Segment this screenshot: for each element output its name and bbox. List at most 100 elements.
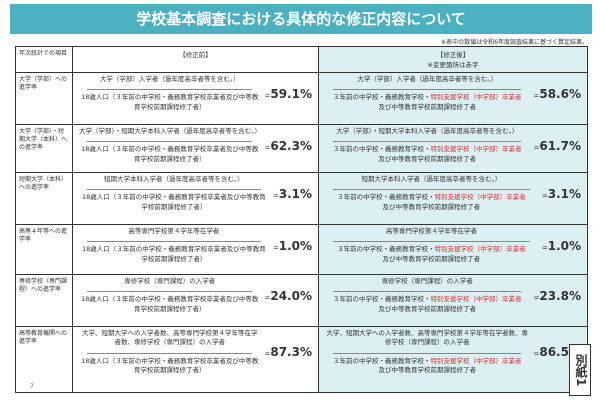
- header-item: 年次統計での項目: [15, 46, 73, 73]
- denominator: ３年前の中学校・義務教育学校・特別支援学校（中学部）卒業者 及び中等教育学校前期課…: [325, 193, 538, 212]
- equals: =: [264, 143, 271, 152]
- before-cell: 短期大学本科入学者（過年度高卒者等を含む。） 18歳人口（３年前の中学校・義務教育…: [72, 172, 319, 225]
- before-value: =1.0%: [269, 239, 312, 253]
- note: ※表中の数値は令和6年度調査結果に基づく算定結果。: [441, 39, 588, 46]
- denominator: ３年前の中学校・義務教育学校・特別支援学校（中学部）卒業者 及び中等教育学校前期課…: [325, 357, 529, 376]
- numerator: 大学、短期大学への入学者数、高等専門学校第４学年等在学者数、専修学校（専門課程）…: [326, 329, 528, 347]
- denominator-part: ３年前の中学校・義務教育学校・: [337, 193, 435, 202]
- numerator: 短期大学本科入学者（過年度高卒者等を含む。）: [361, 175, 502, 183]
- equals: =: [541, 191, 548, 200]
- after-fraction: 大学（学部）入学者（過年度高卒者等を含む。） ３年前の中学校・義務教育学校・特別支…: [325, 75, 529, 112]
- before-cell: 大学（学部）・短期大学本科入学者（過年度高卒者等を含む。） 18歳人口（３年前の中…: [72, 124, 319, 173]
- changed-text: 特別支援学校（中学部）卒業者: [434, 245, 526, 254]
- fraction-bar: [333, 141, 522, 143]
- after-value: =1.0%: [538, 239, 581, 253]
- before-fraction: 専修学校（専門課程）の入学者 18歳人口（３年前の中学校・義務教育学校卒業者及び中…: [79, 277, 260, 314]
- before-fraction: 大学、短期大学への入学者数、高等専門学校第４学年等在学者数、専修学校（専門課程）…: [79, 329, 260, 376]
- denominator: 18歳人口（３年前の中学校・義務教育学校卒業者及び中等教育学校前期課程修了者）: [81, 295, 259, 313]
- table-row: 高専４年等への進学率 高等専門学校第４学年等在学者 18歳人口（３年前の中学校・義…: [15, 224, 588, 275]
- table-row: 専修学校（専門課程）への進学率 専修学校（専門課程）の入学者 18歳人口（３年前の…: [15, 274, 588, 327]
- denominator: 18歳人口（３年前の中学校・義務教育学校卒業者及び中等教育学校前期課程修了者）: [81, 356, 259, 375]
- row-label: 短期大学（本科）への進学率: [15, 172, 73, 225]
- comparison-table: 年次統計での項目 【修正前】 【修正後】 ※変更箇所は赤字 大学（学部）への進学率…: [15, 46, 588, 393]
- attachment-label: 別紙1: [569, 344, 591, 396]
- changed-text: 特別支援学校（中学部）卒業者: [430, 93, 522, 102]
- value: 62.3%: [270, 138, 312, 153]
- after-value: =58.6%: [529, 87, 581, 101]
- denominator-part: 及び中等教育学校前期課程修了者: [382, 202, 481, 211]
- after-fraction: 高等専門学校第４学年等在学者 ３年前の中学校・義務教育学校・特別支援学校（中学部）…: [325, 227, 538, 264]
- fraction-bar: [333, 291, 522, 293]
- equals: =: [533, 91, 540, 100]
- header-before: 【修正前】: [72, 46, 319, 73]
- after-value: =61.7%: [529, 139, 581, 153]
- denominator-part: 及び中等教育学校前期課程修了者: [378, 154, 476, 163]
- equals: =: [272, 243, 279, 252]
- fraction-bar: [87, 89, 253, 91]
- value: 58.6%: [539, 86, 581, 101]
- equals: =: [533, 143, 540, 152]
- after-value: =23.8%: [529, 289, 581, 303]
- page-title: 学校基本調査における具体的な修正内容について: [10, 4, 592, 34]
- before-fraction: 大学（学部）入学者（過年度高卒者等を含む。） 18歳人口（３年前の中学校・義務教育…: [79, 75, 260, 112]
- denominator: ３年前の中学校・義務教育学校・特別支援学校（中学部）卒業者 及び中等教育学校前期課…: [325, 245, 538, 264]
- equals: =: [533, 293, 540, 302]
- denominator: ３年前の中学校・義務教育学校・特別支援学校（中学部）卒業者 及び中等教育学校前期課…: [325, 93, 529, 112]
- numerator: 大学（学部）・短期大学本科入学者（過年度高卒者等を含む。）: [336, 127, 519, 135]
- after-cell: 短期大学本科入学者（過年度高卒者等を含む。） ３年前の中学校・義務教育学校・特別支…: [318, 172, 588, 225]
- after-cell: 大学、短期大学への入学者数、高等専門学校第４学年等在学者数、専修学校（専門課程）…: [318, 326, 588, 393]
- numerator: 専修学校（専門課程）の入学者: [381, 277, 473, 285]
- denominator-part: ３年前の中学校・義務教育学校・: [332, 145, 431, 154]
- value: 1.0%: [278, 238, 312, 253]
- before-fraction: 高等専門学校第４学年等在学者 18歳人口（３年前の中学校・義務教育学校卒業者及び中…: [79, 227, 269, 264]
- numerator: 大学（学部）入学者（過年度高卒者等を含む。）: [99, 75, 240, 83]
- before-value: =87.3%: [260, 345, 312, 359]
- denominator-part: 及び中等教育学校前期課程修了者: [382, 254, 481, 263]
- equals: =: [541, 243, 548, 252]
- after-fraction: 専修学校（専門課程）の入学者 ３年前の中学校・義務教育学校・特別支援学校（中学部）…: [325, 277, 529, 314]
- fraction-bar: [87, 241, 261, 243]
- denominator-part: ３年前の中学校・義務教育学校・: [332, 295, 431, 304]
- equals: =: [264, 91, 271, 100]
- row-label: 専修学校（専門課程）への進学率: [15, 274, 73, 327]
- after-cell: 専修学校（専門課程）の入学者 ３年前の中学校・義務教育学校・特別支援学校（中学部）…: [318, 274, 588, 327]
- value: 59.1%: [270, 86, 312, 101]
- changed-text: 特別支援学校（中学部）卒業者: [434, 193, 526, 202]
- after-fraction: 大学（学部）・短期大学本科入学者（過年度高卒者等を含む。） ３年前の中学校・義務教…: [325, 127, 529, 164]
- fraction-bar: [87, 352, 253, 354]
- after-cell: 高等専門学校第４学年等在学者 ３年前の中学校・義務教育学校・特別支援学校（中学部）…: [318, 224, 588, 275]
- denominator-part: 及び中等教育学校前期課程修了者: [378, 304, 476, 313]
- fraction-bar: [333, 241, 530, 243]
- denominator: 18歳人口（３年前の中学校・義務教育学校卒業者及び中等教育学校前期課程修了者）: [81, 145, 259, 163]
- after-fraction: 短期大学本科入学者（過年度高卒者等を含む。） ３年前の中学校・義務教育学校・特別支…: [325, 175, 538, 212]
- denominator: 18歳人口（３年前の中学校・義務教育学校卒業者及び中等教育学校前期課程修了者）: [82, 193, 266, 211]
- denominator-part: ３年前の中学校・義務教育学校・: [337, 245, 435, 254]
- value: 61.7%: [539, 138, 581, 153]
- before-value: =3.1%: [269, 187, 312, 201]
- before-cell: 専修学校（専門課程）の入学者 18歳人口（３年前の中学校・義務教育学校卒業者及び中…: [72, 274, 319, 327]
- fraction-bar: [87, 141, 253, 143]
- value: 87.3%: [270, 345, 312, 360]
- denominator-part: 及び中等教育学校前期課程修了者: [378, 102, 476, 111]
- changed-text: 特別支援学校（中学部）卒業者: [430, 295, 522, 304]
- numerator: 大学（学部）入学者（過年度高卒者等を含む。）: [357, 75, 498, 83]
- numerator: 高等専門学校第４学年等在学者: [385, 227, 477, 235]
- row-label: 大学（学部）・短期大学（本科）への進学率: [15, 124, 73, 173]
- fraction-bar: [333, 89, 522, 91]
- before-value: =62.3%: [260, 139, 312, 153]
- before-value: =24.0%: [260, 289, 312, 303]
- after-cell: 大学（学部）・短期大学本科入学者（過年度高卒者等を含む。） ３年前の中学校・義務教…: [318, 124, 588, 173]
- before-fraction: 短期大学本科入学者（過年度高卒者等を含む。） 18歳人口（３年前の中学校・義務教育…: [79, 175, 269, 212]
- denominator: ３年前の中学校・義務教育学校・特別支援学校（中学部）卒業者 及び中等教育学校前期課…: [325, 145, 529, 164]
- denominator: 18歳人口（３年前の中学校・義務教育学校卒業者及び中等教育学校前期課程修了者）: [82, 245, 266, 263]
- changed-text: 特別支援学校（中学部）卒業者: [430, 145, 522, 154]
- value: 3.1%: [278, 186, 312, 201]
- header-after-label: 【修正後】: [436, 51, 470, 59]
- equals: =: [264, 293, 271, 302]
- row-label: 大学（学部）への進学率: [15, 72, 73, 125]
- before-cell: 大学（学部）入学者（過年度高卒者等を含む。） 18歳人口（３年前の中学校・義務教育…: [72, 72, 319, 125]
- before-cell: 高等専門学校第４学年等在学者 18歳人口（３年前の中学校・義務教育学校卒業者及び中…: [72, 224, 319, 275]
- changed-text: 特別支援学校（中学部）卒業者: [430, 356, 522, 365]
- row-label: 高専４年等への進学率: [15, 224, 73, 275]
- table-row: 高等教育機関への進学率 大学、短期大学への入学者数、高等専門学校第４学年等在学者…: [15, 326, 588, 393]
